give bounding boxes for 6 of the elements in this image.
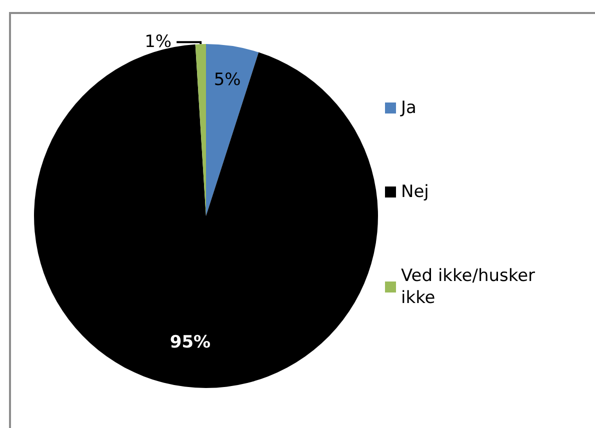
legend-label: Ja bbox=[400, 98, 416, 118]
data-label: 5% bbox=[214, 70, 241, 90]
data-label: 1% bbox=[144, 32, 172, 52]
legend-label: Ved ikke/husker ikke bbox=[401, 266, 540, 308]
data-label: 95% bbox=[170, 332, 211, 352]
legend-label: Nej bbox=[401, 182, 429, 202]
